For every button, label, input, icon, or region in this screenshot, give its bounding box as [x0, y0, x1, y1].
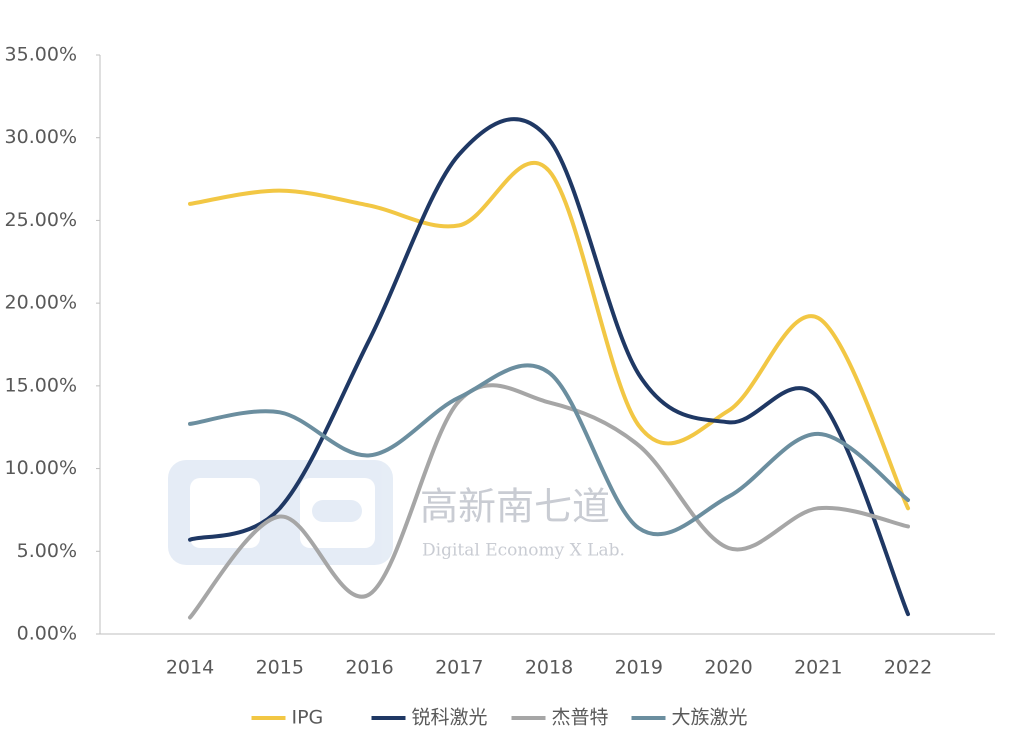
- y-tick-label: 25.00%: [5, 209, 77, 231]
- legend-label: 大族激光: [672, 707, 748, 729]
- watermark-title: 高新南七道: [420, 485, 610, 529]
- y-tick-label: 0.00%: [17, 623, 77, 645]
- series-line: [188, 383, 910, 620]
- watermark-logo: [168, 460, 393, 565]
- legend-label: 杰普特: [552, 707, 609, 729]
- x-tick-label: 2014: [166, 657, 214, 679]
- y-tick-label: 10.00%: [5, 457, 77, 479]
- legend-label: 锐科激光: [412, 707, 488, 729]
- y-tick-label: 5.00%: [17, 540, 77, 562]
- y-tick-label: 20.00%: [5, 292, 77, 314]
- x-tick-label: 2019: [615, 657, 663, 679]
- x-tick-label: 2020: [704, 657, 752, 679]
- y-tick-label: 30.00%: [5, 126, 77, 148]
- legend-label: IPG: [292, 707, 324, 729]
- x-tick-label: 2021: [794, 657, 842, 679]
- x-tick-label: 2016: [345, 657, 393, 679]
- x-tick-label: 2022: [884, 657, 932, 679]
- watermark-subtitle: Digital Economy X Lab.: [422, 541, 625, 561]
- x-tick-label: 2015: [256, 657, 304, 679]
- y-tick-label: 35.00%: [5, 44, 77, 66]
- series-line: [188, 363, 910, 537]
- x-tick-label: 2017: [435, 657, 483, 679]
- y-tick-label: 15.00%: [5, 374, 77, 396]
- series-line: [188, 160, 910, 511]
- x-tick-label: 2018: [525, 657, 573, 679]
- series-line: [188, 117, 910, 617]
